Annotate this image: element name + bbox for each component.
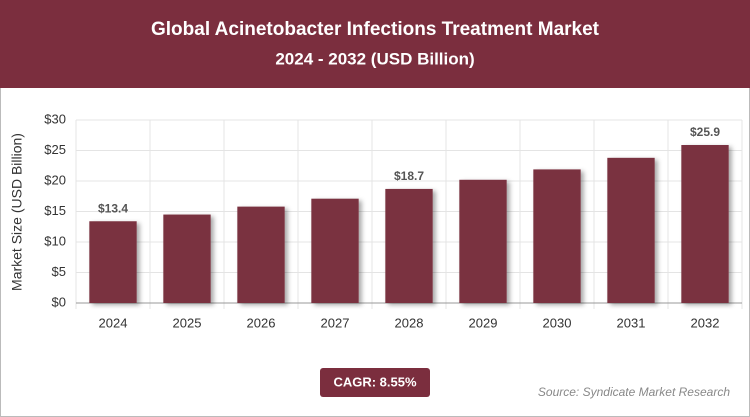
y-tick-label: $10 [44,233,66,248]
bar [533,169,581,303]
value-label: $18.7 [394,169,424,183]
cagr-badge [320,368,430,397]
bar [459,179,507,303]
bar [607,157,655,303]
x-tick-label: 2028 [395,315,424,330]
bar [237,206,285,303]
value-label: $13.4 [98,201,128,215]
chart-title: Global Acinetobacter Infections Treatmen… [151,19,600,40]
chart-subtitle: 2024 - 2032 (USD Billion) [275,49,474,68]
cagr-text: CAGR: 8.55% [333,374,417,389]
x-tick-label: 2030 [543,315,572,330]
value-label: $25.9 [690,125,720,139]
y-tick-label: $0 [52,294,66,309]
bar [311,198,359,303]
y-tick-label: $30 [44,111,66,126]
x-tick-label: 2031 [617,315,646,330]
y-tick-label: $15 [44,203,66,218]
x-tick-label: 2025 [173,315,202,330]
bar [89,221,137,303]
plot-area: $0 $5 $10 $15 $20 $25 $30 2024 $13.4 2025 2026 2027… [44,111,743,330]
x-tick-label: 2024 [99,315,128,330]
x-tick-label: 2026 [247,315,276,330]
x-tick-label: 2027 [321,315,350,330]
bar [385,188,433,303]
bar [163,214,211,303]
x-tick-label: 2032 [691,315,720,330]
y-axis-label: Market Size (USD Billion) [9,133,25,291]
source: Source: Syndicate Market Research [538,385,730,399]
y-tick-label: $20 [44,172,66,187]
y-tick-label: $5 [52,264,66,279]
bar [681,145,729,303]
x-tick-label: 2029 [469,315,498,330]
header [0,0,750,88]
y-tick-label: $25 [44,142,66,157]
